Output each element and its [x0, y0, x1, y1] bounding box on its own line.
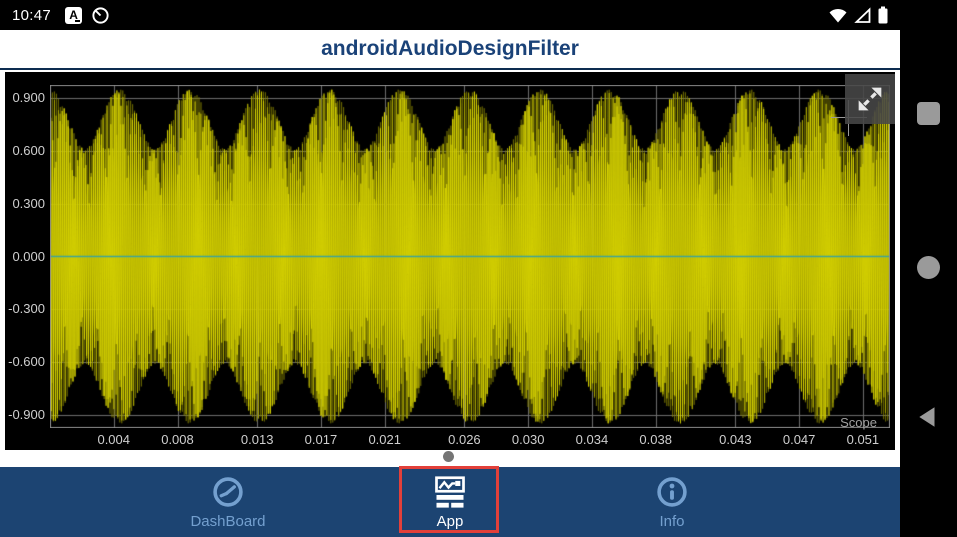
tab-app[interactable]: App: [339, 467, 561, 537]
waveform-panel-icon: [435, 476, 465, 508]
x-tick-label: 0.021: [368, 432, 401, 447]
home-button[interactable]: [917, 256, 940, 279]
y-tick-label: 0.300: [12, 195, 45, 211]
back-button[interactable]: [915, 404, 941, 430]
tab-app-label: App: [436, 513, 464, 530]
tab-dashboard[interactable]: DashBoard: [117, 467, 339, 537]
tab-dashboard-label: DashBoard: [190, 513, 266, 530]
x-tick-label: 0.034: [575, 432, 609, 447]
x-tick-label: 0.008: [161, 432, 194, 447]
gauge-icon: [213, 477, 243, 507]
open-in-full-button[interactable]: [845, 74, 895, 124]
tab-info[interactable]: Info: [561, 467, 783, 537]
x-tick-label: 0.038: [639, 432, 672, 447]
tab-info-label: Info: [659, 513, 685, 530]
system-navigation-bar: [900, 0, 957, 537]
cell-signal-icon: [854, 6, 871, 23]
y-tick-label: -0.300: [8, 301, 45, 317]
input-method-a-icon: A: [65, 6, 83, 24]
x-tick-label: 0.043: [719, 432, 752, 447]
y-tick-label: 0.600: [12, 142, 45, 158]
scope-waveform-plot[interactable]: [50, 85, 890, 428]
x-tick-label: 0.026: [448, 432, 481, 447]
x-tick-label: 0.004: [97, 432, 131, 447]
wifi-icon: [829, 8, 847, 22]
status-left-icons: A: [65, 6, 110, 25]
x-tick-label: 0.047: [782, 432, 816, 447]
x-tick-label: 0.017: [304, 432, 338, 447]
y-tick-label: 0.000: [12, 248, 45, 264]
scope-watermark: Scope: [840, 415, 877, 430]
clock: 10:47: [12, 6, 52, 24]
recents-button[interactable]: [917, 102, 940, 125]
open-in-full-icon: [858, 87, 882, 111]
scope-chart-panel: 0.900 0.600 0.300 0.000 -0.300 -0.600 -0.900 0…: [5, 72, 895, 450]
y-tick-label: -0.900: [8, 406, 45, 422]
page-indicator-dot: [443, 451, 454, 462]
y-tick-label: 0.900: [12, 90, 45, 106]
title-bar: androidAudioDesignFilter: [0, 30, 900, 70]
x-tick-label: 0.013: [240, 432, 274, 447]
status-right-icons: [828, 6, 888, 24]
bottom-navigation: DashBoard App Info: [0, 467, 900, 537]
page-title: androidAudioDesignFilter: [321, 37, 579, 60]
x-tick-label: 0.051: [846, 432, 880, 447]
battery-icon: [878, 6, 888, 24]
info-icon: [657, 477, 687, 507]
y-tick-label: -0.600: [8, 354, 45, 370]
data-saver-icon: [92, 6, 109, 24]
app-window: 10:47 A: [0, 0, 900, 537]
status-bar: 10:47 A: [0, 0, 900, 30]
x-tick-label: 0.030: [511, 432, 545, 447]
